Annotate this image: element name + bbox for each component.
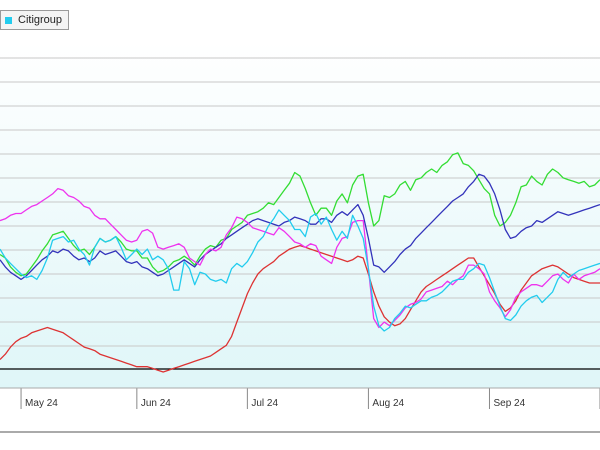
x-tick-label: Aug 24 (372, 398, 404, 409)
series-line-series-4 (0, 173, 600, 281)
grid-lines (0, 57, 600, 347)
x-tick-label: May 24 (25, 398, 58, 409)
plot-background (0, 42, 600, 388)
x-tick-label: Jun 24 (141, 398, 171, 409)
series-line-citigroup (0, 209, 600, 332)
legend-label: Citigroup (18, 14, 63, 26)
legend[interactable]: Citigroup (0, 10, 70, 30)
x-tick-label: Sep 24 (493, 398, 525, 409)
legend-swatch (5, 16, 12, 24)
series-layer (0, 152, 600, 373)
x-tick-label: Jul 24 (251, 398, 278, 409)
series-line-series-2 (0, 187, 600, 329)
